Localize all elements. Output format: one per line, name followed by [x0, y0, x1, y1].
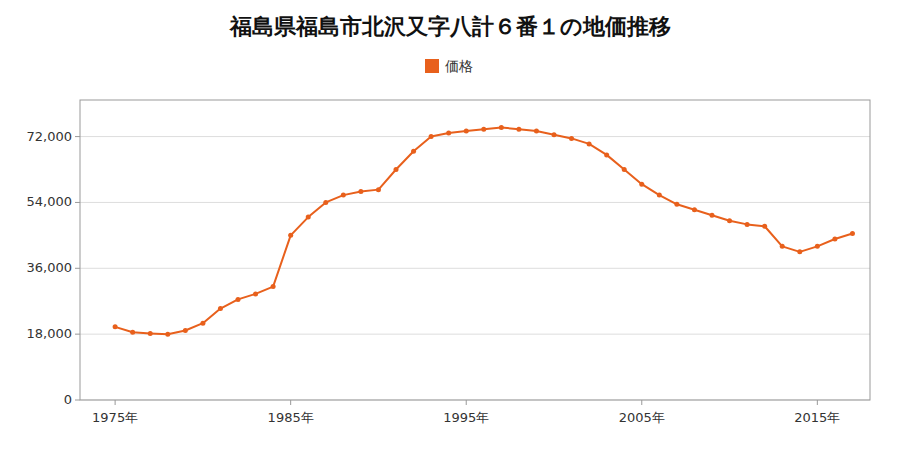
point	[306, 215, 311, 220]
point	[148, 331, 153, 336]
point	[657, 193, 662, 198]
point	[815, 244, 820, 249]
point	[499, 125, 504, 130]
point	[516, 127, 521, 132]
point	[218, 306, 223, 311]
grid-line	[80, 136, 870, 137]
y-tick	[75, 136, 80, 137]
point	[446, 130, 451, 135]
x-tick-label: 2005年	[619, 410, 665, 425]
point	[797, 249, 802, 254]
point	[587, 141, 592, 146]
legend-swatch	[425, 59, 439, 73]
point	[376, 187, 381, 192]
point	[358, 189, 363, 194]
point	[639, 182, 644, 187]
point	[394, 167, 399, 172]
point	[288, 233, 293, 238]
point	[341, 193, 346, 198]
point	[674, 202, 679, 207]
point	[253, 291, 258, 296]
point	[569, 136, 574, 141]
point	[481, 127, 486, 132]
x-tick	[466, 400, 467, 405]
line	[115, 127, 852, 334]
y-tick	[75, 334, 80, 335]
x-tick	[290, 400, 291, 405]
point	[692, 207, 697, 212]
point	[604, 152, 609, 157]
legend-label: 価格	[445, 58, 473, 74]
point	[165, 332, 170, 337]
x-tick-label: 1995年	[443, 410, 489, 425]
point	[113, 324, 118, 329]
plot-frame	[80, 100, 870, 400]
y-tick-label: 18,000	[27, 326, 73, 341]
point	[411, 149, 416, 154]
chart: 福島県福島市北沢又字八計６番１の地価推移 0 18,000 36,000 54,000 7…	[0, 0, 900, 450]
x-tick	[817, 400, 818, 405]
point	[534, 129, 539, 134]
plot-data	[113, 125, 855, 337]
x-tick-label: 1985年	[268, 410, 314, 425]
point	[762, 224, 767, 229]
y-tick-label: 0	[64, 392, 72, 407]
y-tick	[75, 400, 80, 401]
x-tick-label: 1975年	[92, 410, 138, 425]
point	[850, 231, 855, 236]
grid-line	[80, 268, 870, 269]
grid-line	[80, 334, 870, 335]
grid-line	[80, 202, 870, 203]
title: 福島県福島市北沢又字八計６番１の地価推移	[229, 14, 671, 39]
point	[710, 213, 715, 218]
y-tick-label: 54,000	[27, 194, 73, 209]
point	[130, 330, 135, 335]
point	[622, 167, 627, 172]
point	[429, 134, 434, 139]
x-tick	[115, 400, 116, 405]
point	[832, 237, 837, 242]
x-tick-label: 2015年	[794, 410, 840, 425]
point	[780, 244, 785, 249]
y-tick	[75, 268, 80, 269]
point	[552, 132, 557, 137]
point	[464, 129, 469, 134]
point	[727, 218, 732, 223]
point	[271, 284, 276, 289]
point	[323, 200, 328, 205]
point	[183, 328, 188, 333]
legend: 価格	[425, 58, 473, 74]
point	[236, 297, 241, 302]
point	[745, 222, 750, 227]
y-tick-label: 36,000	[27, 260, 73, 275]
y-tick-label: 72,000	[27, 129, 73, 144]
point	[200, 321, 205, 326]
y-tick	[75, 202, 80, 203]
x-tick	[641, 400, 642, 405]
